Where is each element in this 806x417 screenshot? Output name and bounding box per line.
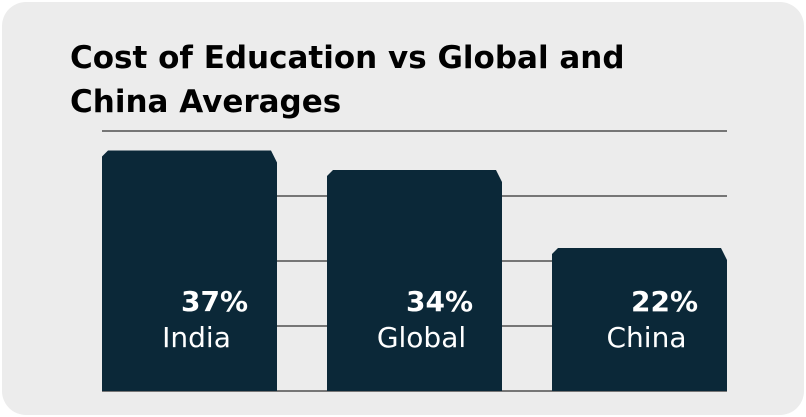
data-label: 22% — [631, 285, 698, 318]
bar-india — [102, 150, 277, 391]
bar-global — [327, 170, 502, 391]
data-label: 37% — [181, 285, 248, 318]
category-label: India — [162, 321, 231, 354]
data-label: 34% — [406, 285, 473, 318]
chart-title: Cost of Education vs Global and China Av… — [70, 40, 625, 120]
category-label: Global — [377, 321, 466, 354]
category-label: China — [607, 321, 687, 354]
bar-china — [552, 248, 727, 391]
